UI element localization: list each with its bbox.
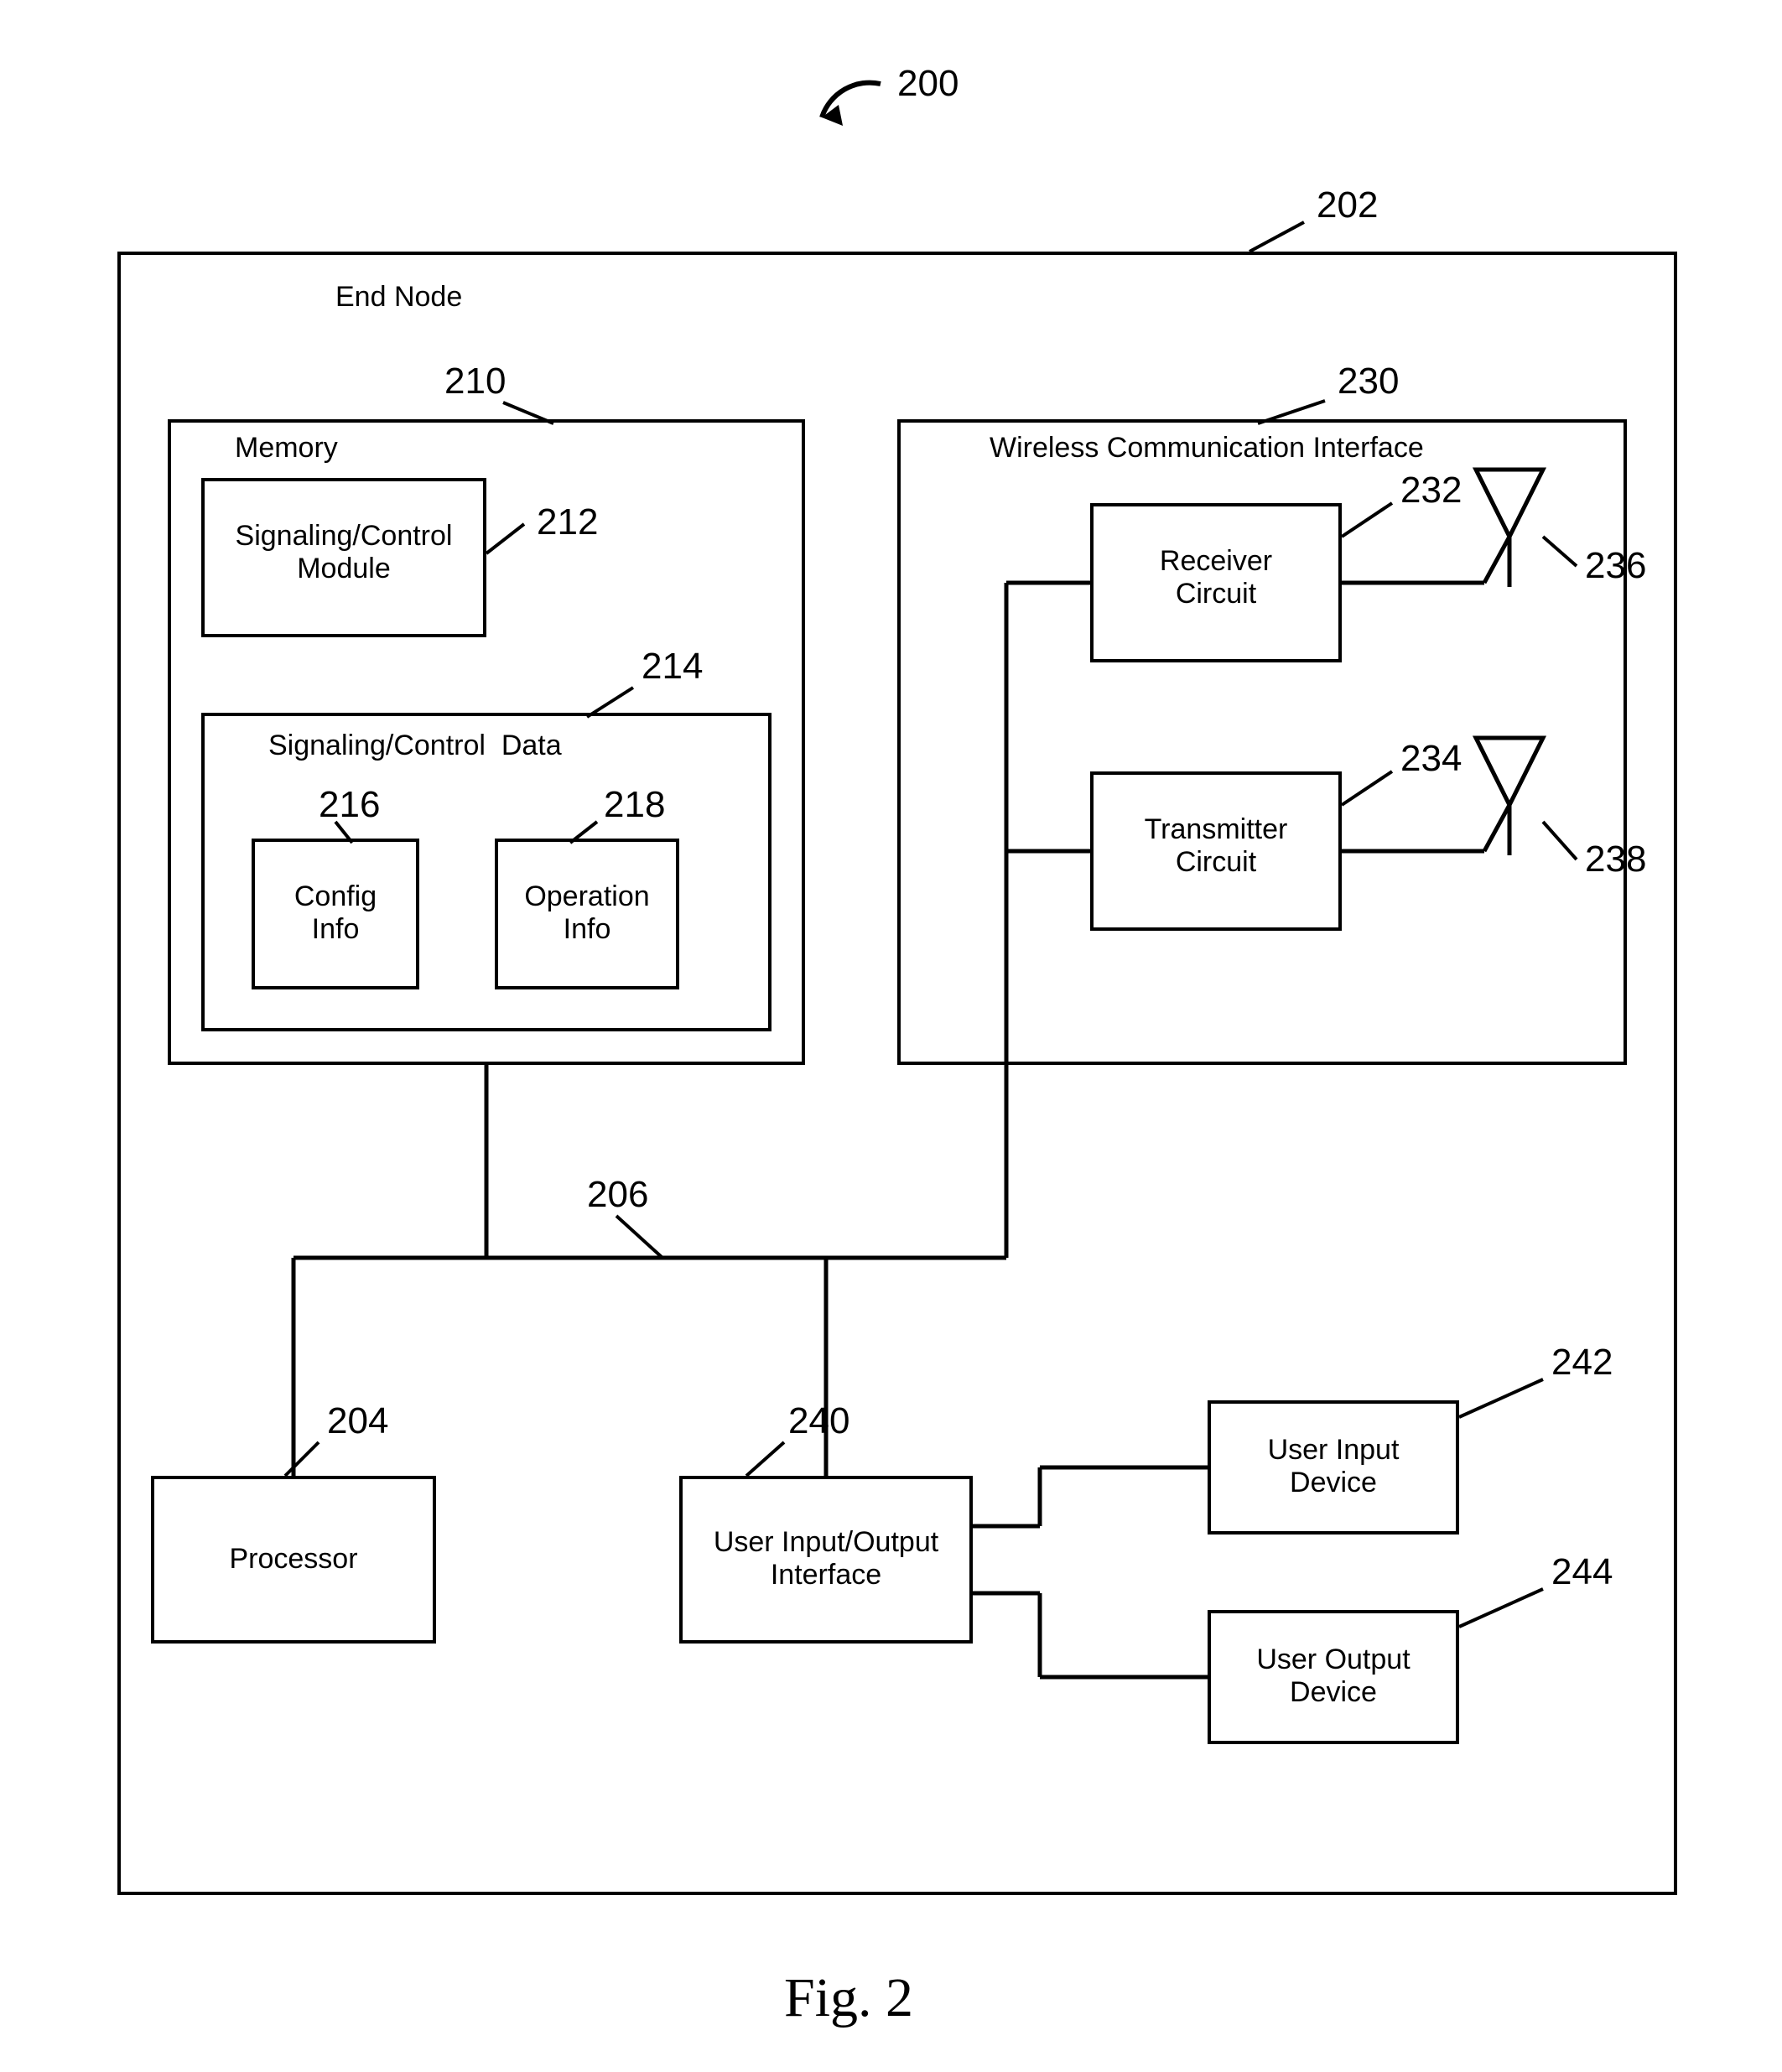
operation-label: Operation Info xyxy=(495,880,679,946)
ref-234: 234 xyxy=(1400,738,1462,780)
end-node-label: End Node xyxy=(335,281,462,314)
sig-data-label: Signaling/Control Data xyxy=(268,730,562,762)
ref-206: 206 xyxy=(587,1174,648,1216)
ref-218: 218 xyxy=(604,784,665,826)
processor-label: Processor xyxy=(151,1543,436,1576)
ref-242: 242 xyxy=(1551,1342,1613,1384)
diagram-canvas: End Node Memory Signaling/Control Module… xyxy=(0,0,1782,2072)
ref-200: 200 xyxy=(897,63,959,105)
user-input-label: User Input Device xyxy=(1208,1434,1459,1499)
uio-label: User Input/Output Interface xyxy=(679,1526,973,1592)
figure-caption: Fig. 2 xyxy=(784,1966,913,2030)
ref-236: 236 xyxy=(1585,545,1646,587)
receiver-label: Receiver Circuit xyxy=(1090,545,1342,610)
ref-210: 210 xyxy=(444,361,506,402)
ref-244: 244 xyxy=(1551,1551,1613,1593)
transmitter-label: Transmitter Circuit xyxy=(1090,813,1342,879)
ref-238: 238 xyxy=(1585,839,1646,880)
ref-212: 212 xyxy=(537,501,598,543)
wci-label: Wireless Communication Interface xyxy=(990,432,1424,465)
memory-label: Memory xyxy=(235,432,338,465)
config-label: Config Info xyxy=(252,880,419,946)
ref-214: 214 xyxy=(642,646,703,688)
ref-240: 240 xyxy=(788,1400,849,1442)
user-output-label: User Output Device xyxy=(1208,1610,1459,1709)
ref-216: 216 xyxy=(319,784,380,826)
ref-232: 232 xyxy=(1400,470,1462,512)
ref-204: 204 xyxy=(327,1400,388,1442)
ref-202: 202 xyxy=(1317,184,1378,226)
ref-230: 230 xyxy=(1338,361,1399,402)
sig-module-label: Signaling/Control Module xyxy=(201,520,486,585)
